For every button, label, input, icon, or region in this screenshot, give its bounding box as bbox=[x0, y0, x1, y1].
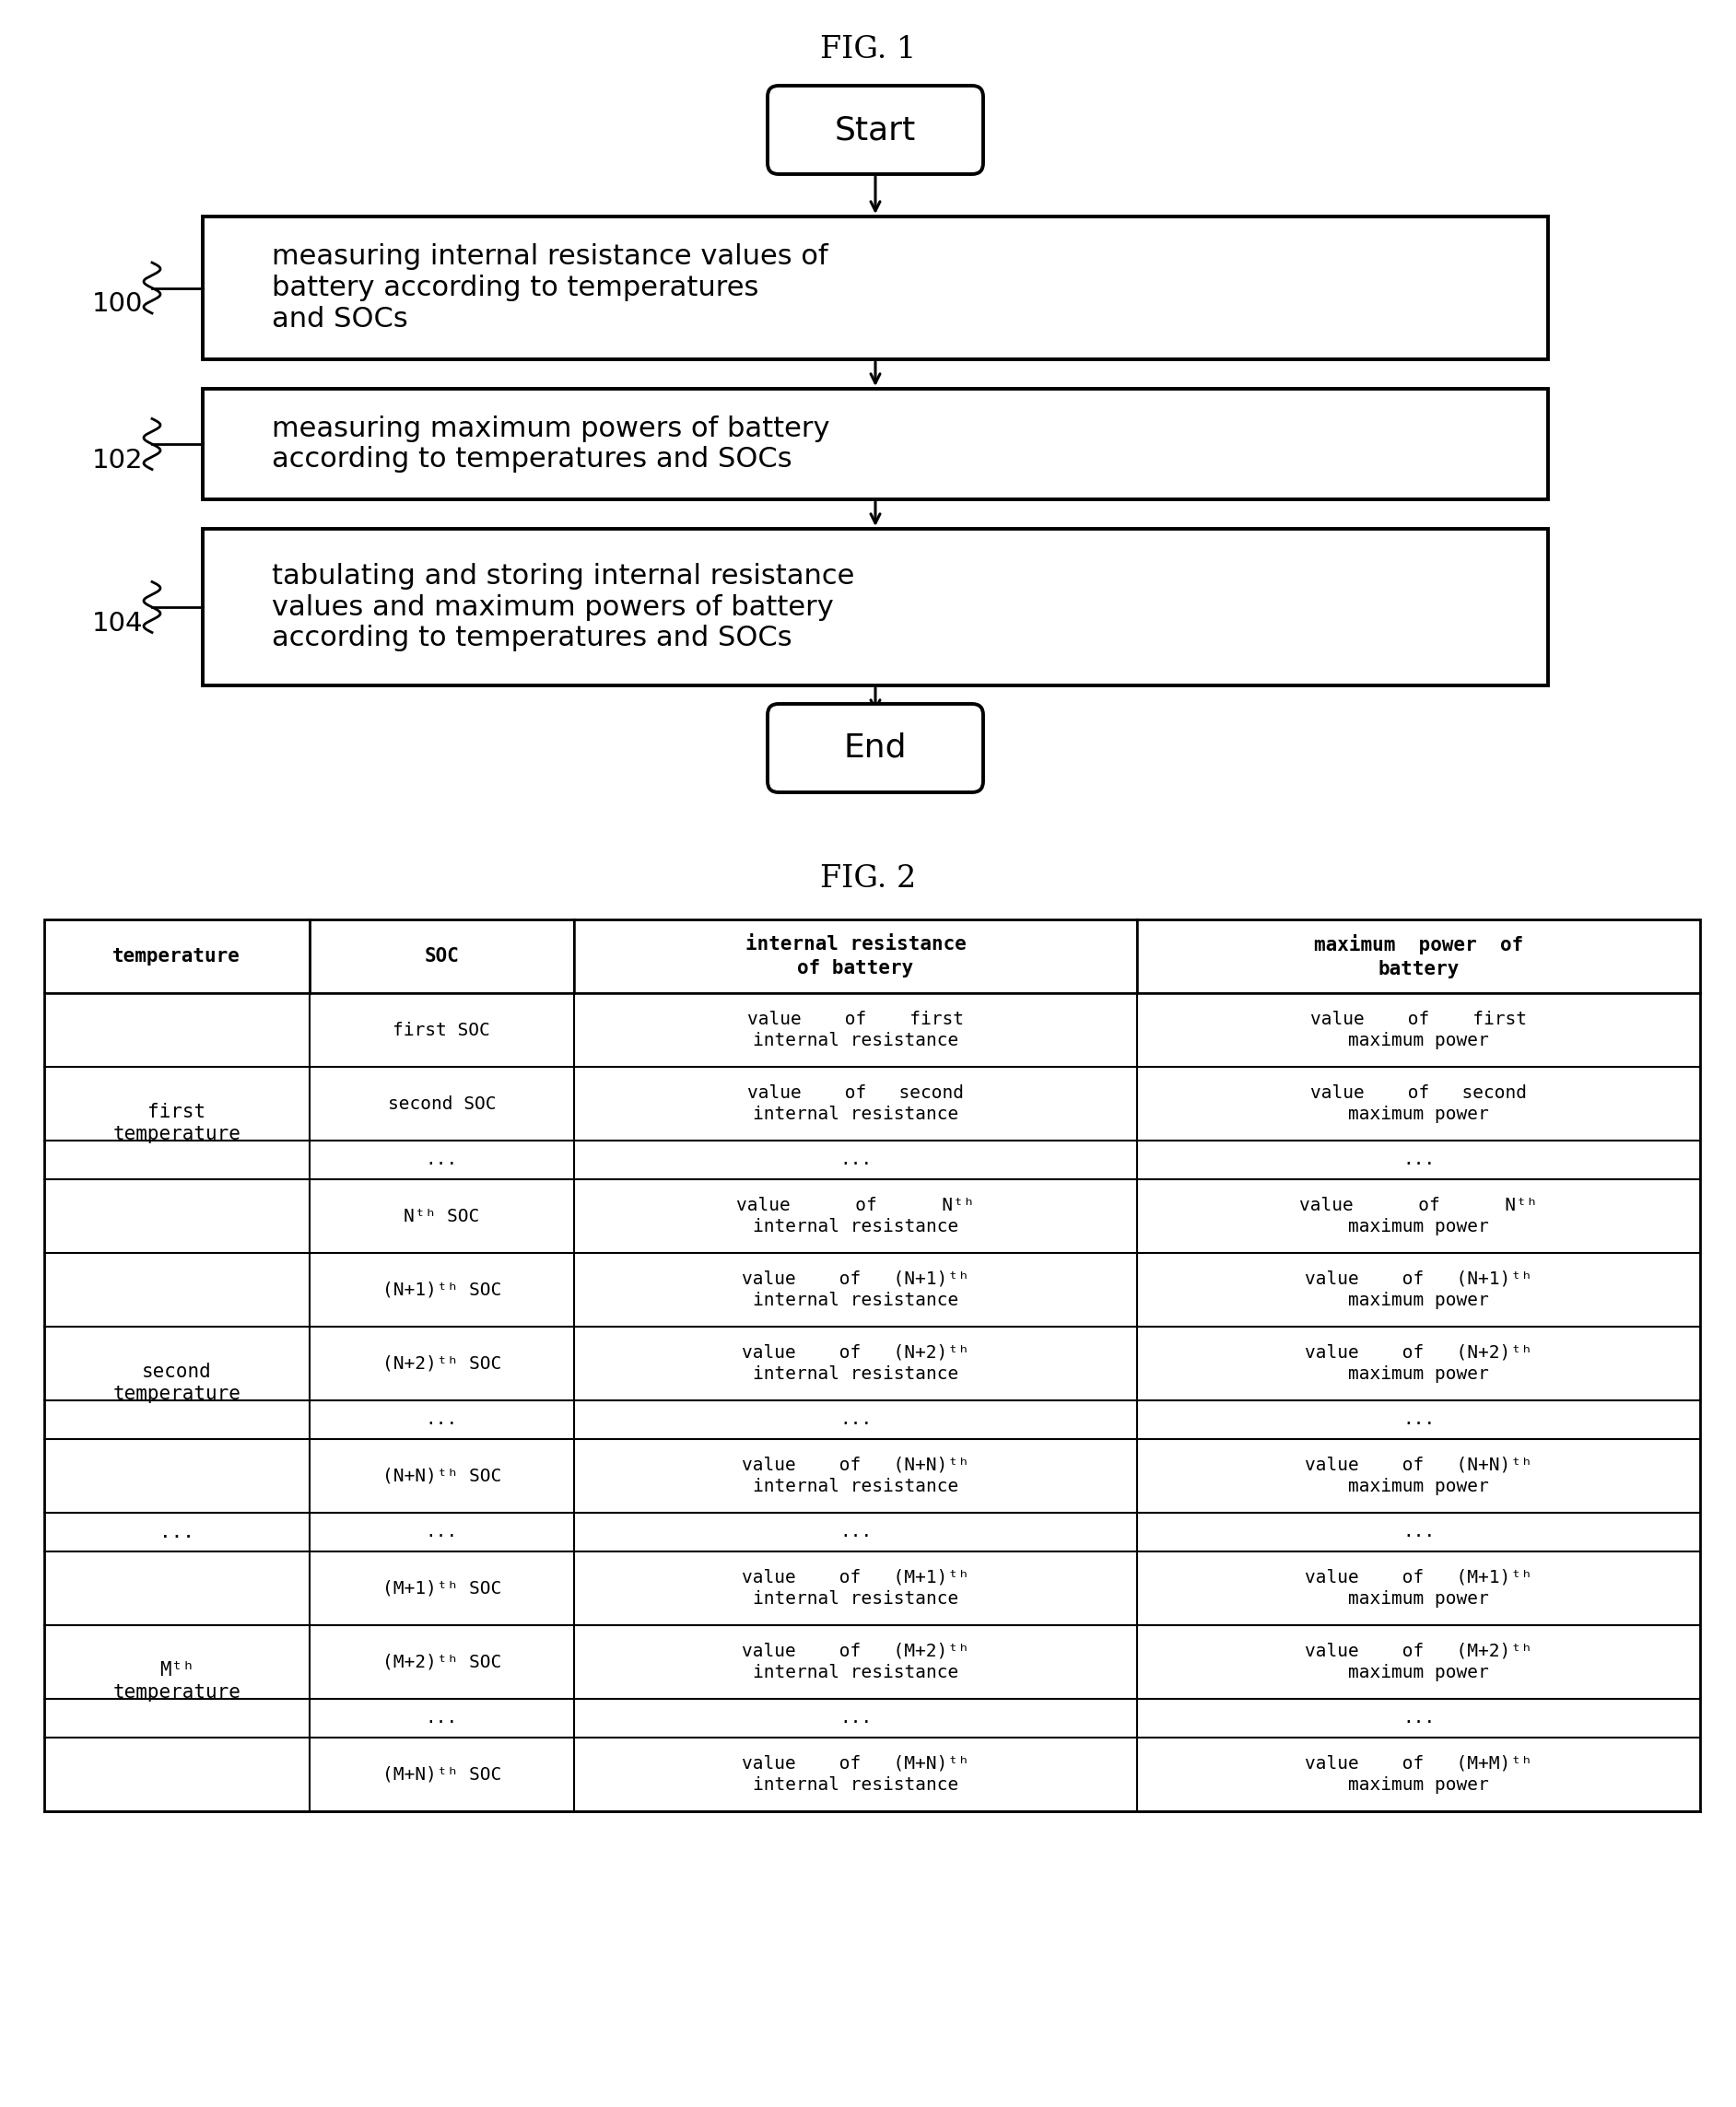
Text: (M+2)ᵗʰ SOC: (M+2)ᵗʰ SOC bbox=[382, 1654, 502, 1671]
Text: value    of   (N+2)ᵗʰ
internal resistance: value of (N+2)ᵗʰ internal resistance bbox=[741, 1344, 969, 1382]
Text: 104: 104 bbox=[92, 611, 142, 636]
Text: (M+N)ᵗʰ SOC: (M+N)ᵗʰ SOC bbox=[382, 1766, 502, 1783]
Text: measuring maximum powers of battery
according to temperatures and SOCs: measuring maximum powers of battery acco… bbox=[273, 415, 830, 472]
Text: second SOC: second SOC bbox=[387, 1096, 496, 1112]
Text: FIG. 2: FIG. 2 bbox=[819, 864, 917, 893]
Text: ...: ... bbox=[1403, 1412, 1436, 1429]
Text: value    of    first
internal resistance: value of first internal resistance bbox=[746, 1011, 963, 1049]
Text: value    of   (M+1)ᵗʰ
internal resistance: value of (M+1)ᵗʰ internal resistance bbox=[741, 1570, 969, 1608]
Text: value    of   (N+N)ᵗʰ
maximum power: value of (N+N)ᵗʰ maximum power bbox=[1305, 1456, 1533, 1496]
FancyBboxPatch shape bbox=[767, 86, 983, 175]
Text: first SOC: first SOC bbox=[392, 1022, 490, 1039]
Text: (N+2)ᵗʰ SOC: (N+2)ᵗʰ SOC bbox=[382, 1355, 502, 1372]
FancyBboxPatch shape bbox=[767, 704, 983, 792]
Text: Mᵗʰ
temperature: Mᵗʰ temperature bbox=[113, 1660, 241, 1702]
Text: value    of    first
maximum power: value of first maximum power bbox=[1311, 1011, 1528, 1049]
Text: value    of   second
maximum power: value of second maximum power bbox=[1311, 1085, 1528, 1123]
Text: Nᵗʰ SOC: Nᵗʰ SOC bbox=[404, 1207, 479, 1224]
Text: first
temperature: first temperature bbox=[113, 1102, 241, 1144]
Text: Start: Start bbox=[835, 114, 917, 145]
Text: maximum  power  of
battery: maximum power of battery bbox=[1314, 933, 1522, 978]
Text: ...: ... bbox=[160, 1523, 194, 1542]
Text: End: End bbox=[844, 733, 906, 763]
Bar bbox=[203, 217, 1549, 360]
Text: value      of      Nᵗʰ
internal resistance: value of Nᵗʰ internal resistance bbox=[736, 1197, 974, 1235]
Bar bbox=[203, 390, 1549, 499]
Text: FIG. 1: FIG. 1 bbox=[819, 36, 917, 65]
Text: ...: ... bbox=[838, 1150, 871, 1169]
Text: temperature: temperature bbox=[113, 946, 241, 965]
Text: value    of   second
internal resistance: value of second internal resistance bbox=[746, 1085, 963, 1123]
Text: ...: ... bbox=[838, 1412, 871, 1429]
Text: value      of      Nᵗʰ
maximum power: value of Nᵗʰ maximum power bbox=[1300, 1197, 1538, 1235]
Text: ...: ... bbox=[425, 1412, 458, 1429]
Text: value    of   (N+N)ᵗʰ
internal resistance: value of (N+N)ᵗʰ internal resistance bbox=[741, 1456, 969, 1496]
Text: (M+1)ᵗʰ SOC: (M+1)ᵗʰ SOC bbox=[382, 1580, 502, 1597]
Text: (N+N)ᵗʰ SOC: (N+N)ᵗʰ SOC bbox=[382, 1466, 502, 1485]
Text: ...: ... bbox=[1403, 1709, 1436, 1728]
Text: ...: ... bbox=[425, 1150, 458, 1169]
Text: measuring internal resistance values of
battery according to temperatures
and SO: measuring internal resistance values of … bbox=[273, 244, 828, 333]
Text: tabulating and storing internal resistance
values and maximum powers of battery
: tabulating and storing internal resistan… bbox=[273, 563, 854, 651]
Text: value    of   (N+1)ᵗʰ
maximum power: value of (N+1)ᵗʰ maximum power bbox=[1305, 1271, 1533, 1308]
Text: 102: 102 bbox=[92, 449, 142, 474]
Text: ...: ... bbox=[1403, 1523, 1436, 1540]
Text: ...: ... bbox=[425, 1709, 458, 1728]
Text: ...: ... bbox=[838, 1709, 871, 1728]
Text: value    of   (M+N)ᵗʰ
internal resistance: value of (M+N)ᵗʰ internal resistance bbox=[741, 1755, 969, 1793]
Text: ...: ... bbox=[425, 1523, 458, 1540]
Text: (N+1)ᵗʰ SOC: (N+1)ᵗʰ SOC bbox=[382, 1281, 502, 1298]
Text: value    of   (N+2)ᵗʰ
maximum power: value of (N+2)ᵗʰ maximum power bbox=[1305, 1344, 1533, 1382]
Text: value    of   (M+2)ᵗʰ
maximum power: value of (M+2)ᵗʰ maximum power bbox=[1305, 1643, 1533, 1681]
Text: internal resistance
of battery: internal resistance of battery bbox=[745, 936, 967, 978]
Text: value    of   (M+1)ᵗʰ
maximum power: value of (M+1)ᵗʰ maximum power bbox=[1305, 1570, 1533, 1608]
Text: ...: ... bbox=[1403, 1150, 1436, 1169]
Bar bbox=[203, 529, 1549, 685]
Bar bbox=[43, 919, 1700, 1812]
Text: value    of   (M+2)ᵗʰ
internal resistance: value of (M+2)ᵗʰ internal resistance bbox=[741, 1643, 969, 1681]
Text: second
temperature: second temperature bbox=[113, 1363, 241, 1403]
Text: 100: 100 bbox=[92, 291, 142, 318]
Text: value    of   (N+1)ᵗʰ
internal resistance: value of (N+1)ᵗʰ internal resistance bbox=[741, 1271, 969, 1308]
Text: SOC: SOC bbox=[424, 946, 458, 965]
Text: value    of   (M+M)ᵗʰ
maximum power: value of (M+M)ᵗʰ maximum power bbox=[1305, 1755, 1533, 1793]
Text: ...: ... bbox=[838, 1523, 871, 1540]
